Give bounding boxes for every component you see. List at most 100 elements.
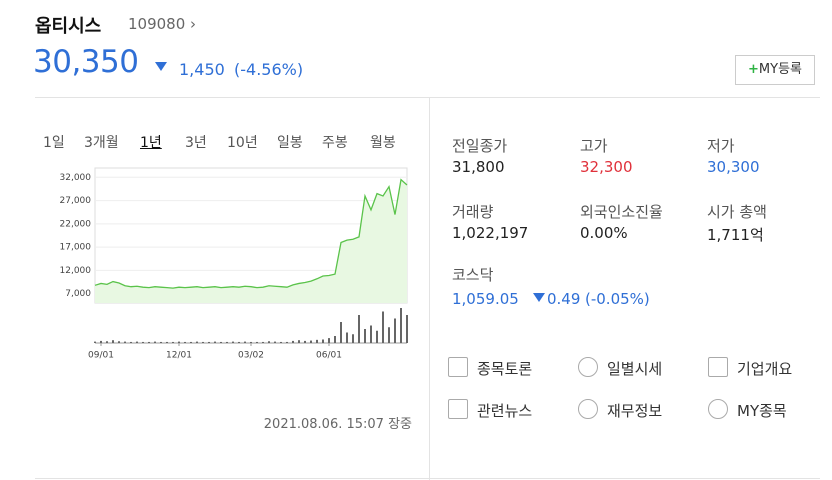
index-change-pct: (-0.05%) [585, 290, 650, 308]
volume-bar [166, 341, 168, 343]
tab[interactable]: 1년 [140, 135, 162, 151]
quote-value: 31,800 [452, 158, 505, 176]
index-label: 코스닥 [452, 266, 494, 284]
price: 30,350 [33, 44, 139, 80]
link-icon[interactable] [578, 399, 598, 419]
x-tick-label: 06/01 [316, 351, 342, 361]
link[interactable]: MY종목 [737, 402, 787, 420]
volume-bar [124, 341, 126, 343]
link-icon[interactable] [448, 357, 468, 377]
link-icon[interactable] [448, 399, 468, 419]
volume-bar [382, 311, 384, 343]
volume-bar [94, 341, 96, 343]
volume-bar [136, 341, 138, 343]
link[interactable]: 관련뉴스 [477, 402, 533, 420]
volume-bar [352, 334, 354, 343]
volume-bar [280, 341, 282, 343]
volume-bar [238, 341, 240, 343]
volume-bar [106, 341, 108, 343]
quote-value: 0.00% [580, 224, 628, 242]
volume-bar [232, 341, 234, 343]
tab[interactable]: 3년 [185, 135, 207, 151]
volume-bar [340, 322, 342, 343]
timestamp: 2021.08.06. 15:07 장중 [263, 417, 412, 432]
volume-bar [394, 318, 396, 343]
volume-bar [112, 340, 114, 343]
tab[interactable]: 3개월 [84, 135, 119, 151]
volume-bar [322, 339, 324, 343]
volume-bar [298, 340, 300, 343]
chart: 7,000 12,000 17,000 22,000 27,000 32,000 09/01… [60, 167, 408, 361]
volume-bar [316, 339, 318, 343]
volume-bar [310, 340, 312, 343]
stock-code[interactable]: 109080 › [128, 15, 197, 33]
y-tick-label: 12,000 [60, 266, 92, 276]
volume-bar [292, 340, 294, 343]
volume-bar [226, 341, 228, 343]
price-line [94, 178, 408, 289]
volume-bar [244, 341, 246, 343]
tab[interactable]: 일봉 [277, 135, 303, 151]
divider [35, 478, 820, 479]
my-button[interactable]: +MY등록 [735, 55, 815, 85]
volume-bar [364, 329, 366, 343]
tab[interactable]: 10년 [227, 135, 258, 151]
link-icon[interactable] [708, 357, 728, 377]
quote-label: 거래량 [452, 203, 494, 221]
link[interactable]: 종목토론 [477, 360, 533, 378]
quote-label: 전일종가 [452, 137, 508, 155]
volume-bar [304, 340, 306, 343]
link-icon[interactable] [708, 399, 728, 419]
index-value: 1,059.05 [452, 290, 519, 308]
volume-bar [142, 341, 144, 343]
y-tick-label: 32,000 [60, 173, 92, 183]
area [95, 179, 407, 303]
link[interactable]: 재무정보 [607, 402, 663, 420]
button-label: MY등록 [758, 62, 802, 77]
volume-bar [400, 308, 402, 343]
volume-bar [172, 341, 174, 343]
quote-value: 30,300 [707, 158, 760, 176]
volume-bar [220, 341, 222, 343]
divider [35, 97, 820, 98]
volume-bar [328, 338, 330, 343]
volume-bar [406, 315, 408, 343]
volume-bar [208, 341, 210, 343]
volume-bar [334, 336, 336, 343]
x-tick-label: 12/01 [166, 351, 192, 361]
volume-bar [148, 341, 150, 343]
volume-bar [160, 341, 162, 343]
change-pct: (-4.56%) [234, 60, 304, 79]
quote-label: 외국인소진율 [580, 203, 663, 221]
volume-bar [130, 341, 132, 343]
link[interactable]: 일별시세 [607, 360, 663, 378]
y-tick-label: 7,000 [65, 289, 91, 299]
y-tick-label: 17,000 [60, 243, 92, 253]
link[interactable]: 기업개요 [737, 360, 793, 378]
volume-bar [274, 341, 276, 343]
stock-name[interactable]: 옵티시스 [35, 16, 102, 37]
volume-bar [118, 341, 120, 343]
volume-bar [376, 330, 378, 343]
volume-bar [178, 341, 180, 343]
code: 109080 [128, 15, 186, 33]
volume-bar [154, 341, 156, 343]
volume-bar [202, 341, 204, 343]
link-icon[interactable] [578, 357, 598, 377]
tab[interactable]: 주봉 [322, 135, 348, 151]
volume-bar [100, 340, 102, 343]
volume-bar [346, 332, 348, 343]
volume-bar [196, 341, 198, 343]
change: 1,450 [179, 60, 225, 79]
quote-label: 저가 [707, 137, 735, 155]
volume-bar [268, 341, 270, 343]
volume-bar [358, 315, 360, 343]
tab[interactable]: 월봉 [370, 135, 396, 151]
divider [429, 97, 430, 480]
tab[interactable]: 1일 [43, 135, 65, 151]
volume-bar [190, 341, 192, 343]
y-tick-label: 27,000 [60, 196, 92, 206]
quote-value: 1,022,197 [452, 224, 529, 242]
down-arrow [533, 293, 545, 302]
